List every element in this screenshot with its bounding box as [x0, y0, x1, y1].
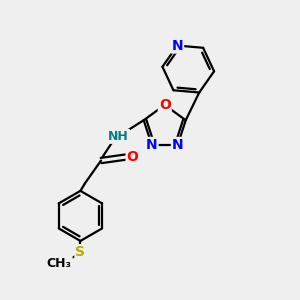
Text: N: N — [172, 138, 184, 152]
Text: O: O — [159, 98, 171, 112]
Text: N: N — [146, 138, 158, 152]
Text: NH: NH — [108, 130, 129, 143]
Text: O: O — [127, 150, 139, 164]
Text: S: S — [75, 245, 85, 259]
Text: N: N — [172, 38, 183, 52]
Text: CH₃: CH₃ — [47, 257, 72, 270]
